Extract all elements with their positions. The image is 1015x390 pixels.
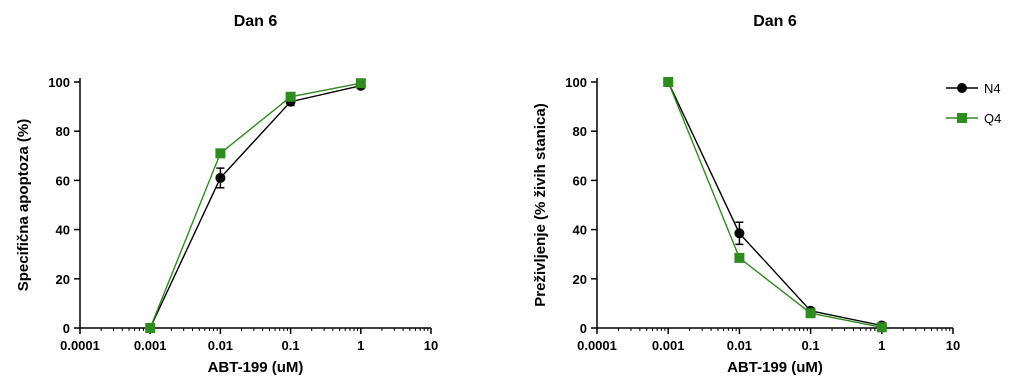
chart1-series-Q4-point [734, 252, 745, 263]
chart1-y-tick-label: 60 [573, 173, 587, 188]
chart1-x-axis-label: ABT-199 (uM) [727, 359, 823, 376]
chart1-x-tick-label: 1 [878, 338, 885, 353]
chart0-y-tick-label: 0 [63, 321, 70, 336]
chart0-series-N4-point [215, 172, 226, 183]
chart1-y-tick-label: 100 [565, 75, 587, 90]
legend-N4-marker [957, 83, 967, 93]
chart1-series-Q4-point [663, 77, 674, 87]
chart0-x-tick-label: 1 [357, 338, 364, 353]
chart-panel-survival: Dan 6 0 20 40 60 80 100 0.0001 0.001 0.01 0.1 1 10 AB… [532, 13, 1001, 376]
chart1-x-tick-label: 0.0001 [577, 338, 617, 353]
chart0-x-tick-label: 0.0001 [60, 338, 100, 353]
chart0-series-N4-line [149, 85, 361, 329]
legend-Q4-label: Q4 [984, 111, 1001, 126]
chart1-series-Q4-point [805, 308, 816, 319]
chart1-series-Q4-line [667, 81, 882, 328]
chart0-series-Q4-point [145, 323, 156, 333]
chart0-y-tick-label: 20 [56, 272, 70, 287]
chart1-title: Dan 6 [753, 13, 797, 30]
chart0-x-tick-label: 0.1 [282, 338, 300, 353]
chart-panel-apoptosis: Dan 6 0 20 40 60 80 100 0.0001 0.001 0.01 0.1 1 10 AB… [15, 13, 438, 376]
chart1-y-tick-label: 20 [573, 272, 587, 287]
chart0-x-axis-label: ABT-199 (uM) [208, 359, 304, 376]
chart0-title: Dan 6 [234, 13, 278, 30]
chart0-y-axis-label: Specifična apoptoza (%) [15, 119, 32, 292]
chart0-series-Q4-point [285, 91, 296, 102]
chart1-x-tick-label: 10 [946, 338, 960, 353]
chart0-y-tick-label: 80 [56, 124, 70, 139]
chart0-series-Q4-point [355, 78, 366, 89]
legend-N4-label: N4 [984, 81, 1001, 96]
chart1-y-tick-label: 80 [573, 124, 587, 139]
chart1-x-tick-label: 0.001 [652, 338, 685, 353]
chart0-series-Q4-line [149, 82, 361, 329]
legend-item-Q4: Q4 [946, 111, 1001, 126]
chart0-y-tick-label: 40 [56, 223, 70, 238]
chart0-x-tick-label: 0.01 [208, 338, 233, 353]
chart0-series-Q4-point [215, 148, 226, 159]
chart0-x-tick-label: 10 [424, 338, 438, 353]
chart1-series-N4-line [667, 81, 882, 327]
chart1-x-tick-label: 0.01 [727, 338, 752, 353]
chart1-x-tick-label: 0.1 [802, 338, 820, 353]
chart1-series-N4-point [734, 228, 745, 239]
chart1-y-tick-label: 40 [573, 223, 587, 238]
chart0-y-tick-label: 60 [56, 173, 70, 188]
chart1-y-tick-label: 0 [580, 321, 587, 336]
legend-Q4-marker [957, 113, 967, 123]
chart1-series-Q4-point [876, 322, 887, 333]
chart0-y-tick-label: 100 [48, 75, 70, 90]
chart1-y-axis-label: Preživljenje (% živih stanica) [532, 103, 549, 306]
chart0-x-tick-label: 0.001 [134, 338, 167, 353]
legend-item-N4: N4 [946, 81, 1001, 96]
